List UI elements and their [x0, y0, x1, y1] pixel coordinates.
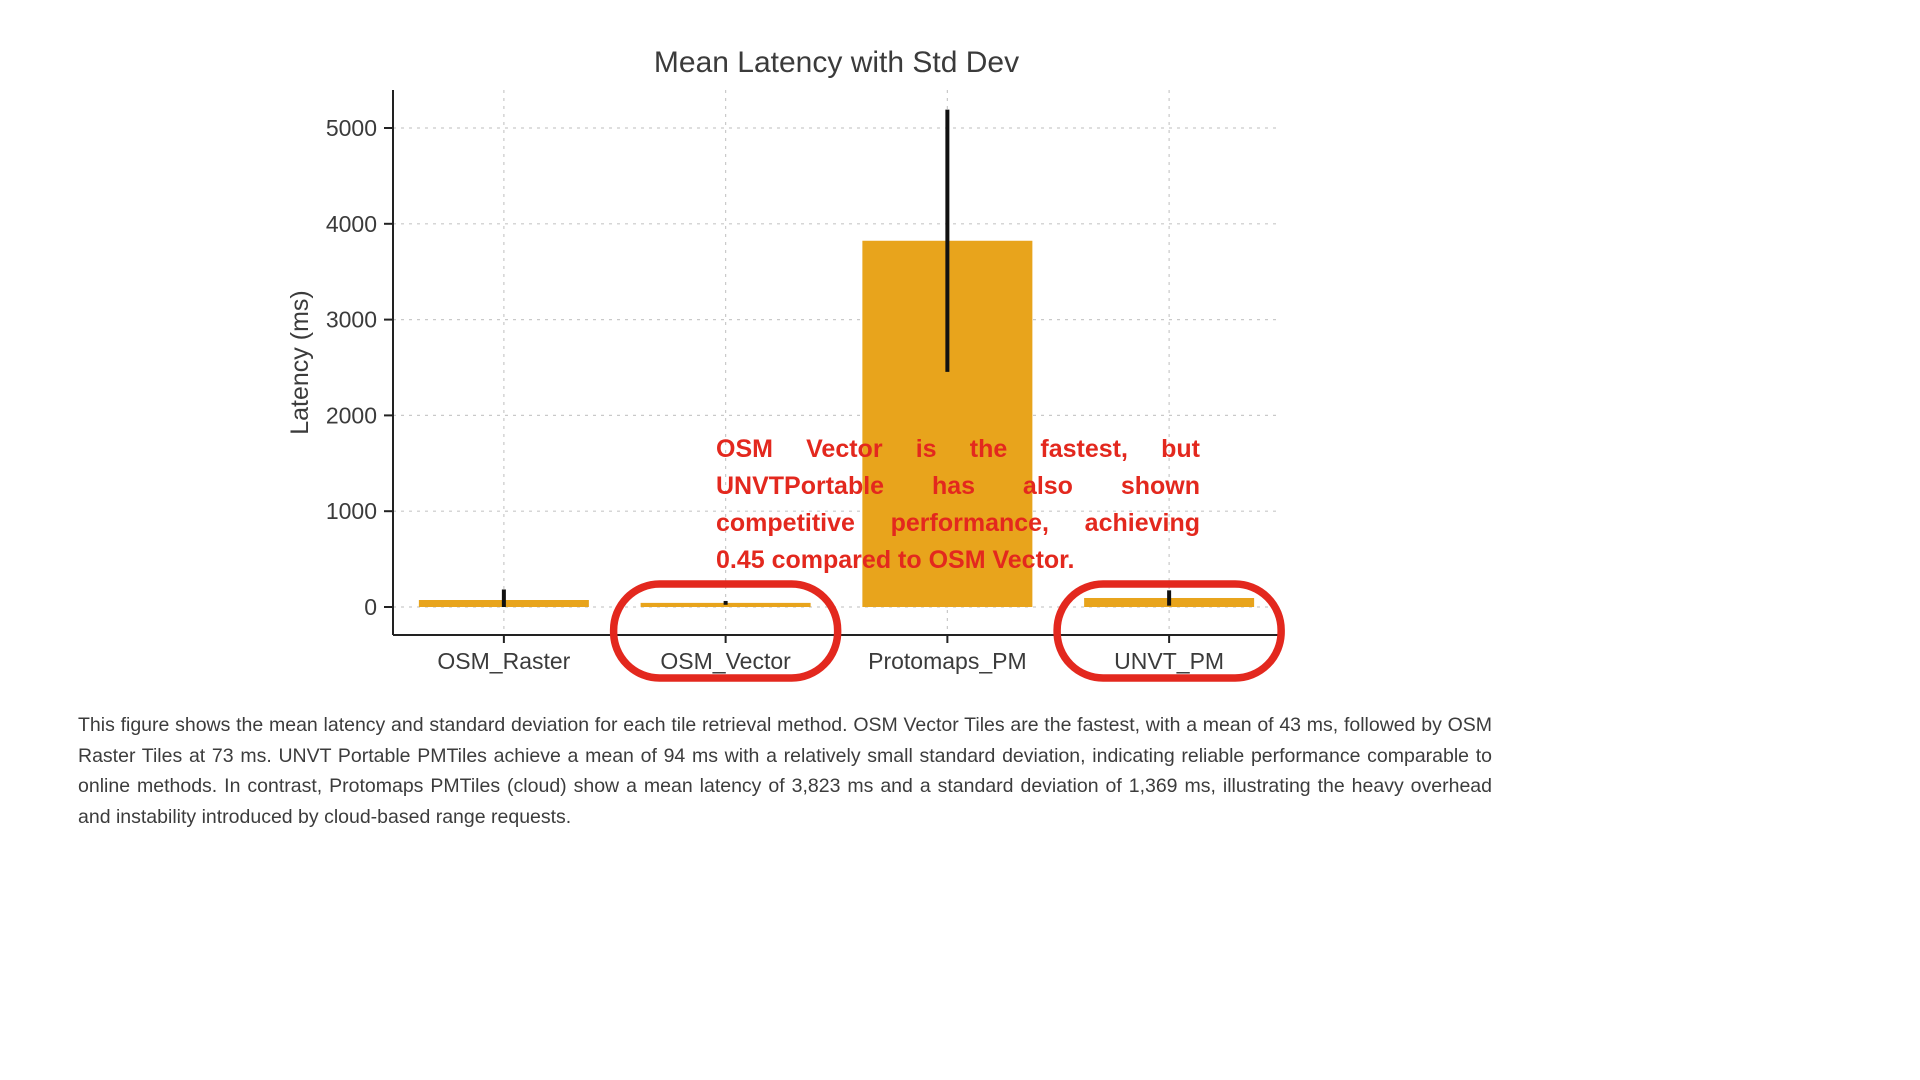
error-bars: [501, 109, 1172, 607]
y-tick-label: 1000: [326, 498, 377, 524]
annotation-line: competitive performance, achieving: [716, 509, 1200, 537]
x-tick-label-UNVT_PM: UNVT_PM: [1114, 648, 1224, 674]
y-tick-label: 3000: [326, 307, 377, 333]
y-axis-label: Latency (ms): [286, 290, 314, 434]
annotation-line: OSM Vector is the fastest, but: [716, 435, 1200, 463]
bar-OSM_Vector: [640, 602, 811, 607]
x-tick-label-OSM_Raster: OSM_Raster: [437, 648, 570, 674]
y-tick-label: 4000: [326, 211, 377, 237]
x-tick-label-OSM_Vector: OSM_Vector: [660, 648, 791, 674]
y-tick-label: 0: [364, 594, 377, 620]
y-tick-label: 5000: [326, 115, 377, 141]
chart-title: Mean Latency with Std Dev: [654, 46, 1019, 79]
bar-chart: 0 1000 2000 3000 4000 5000 OSM_Raster OSM_Vecto…: [286, 46, 1285, 682]
tick-labels: 0 1000 2000 3000 4000 5000 OSM_Raster OSM_Vecto…: [326, 115, 1224, 674]
highlight-ovals: [609, 580, 1285, 682]
annotation-line: UNVTPortable has also shown: [716, 472, 1200, 500]
y-tick-label: 2000: [326, 402, 377, 428]
chart-annotation: OSM Vector is the fastest, but UNVTPortab…: [716, 431, 1200, 579]
x-tick-label-Protomaps_PM: Protomaps_PM: [868, 648, 1027, 674]
highlight-ellipse-UNVT_PM: [1053, 580, 1285, 682]
highlight-ellipse-OSM_Vector: [609, 580, 842, 682]
annotation-line: 0.45 compared to OSM Vector.: [716, 546, 1075, 574]
figure-caption: This figure shows the mean latency and s…: [78, 714, 1492, 828]
